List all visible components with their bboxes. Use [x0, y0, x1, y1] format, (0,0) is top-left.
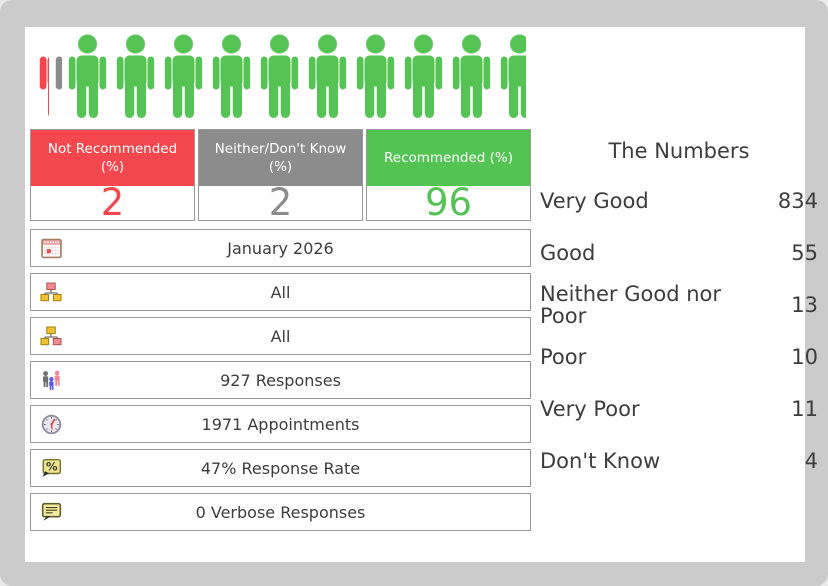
org-chart-yellow-top-icon — [40, 325, 62, 347]
percent-icon: % — [40, 457, 62, 479]
group-filter-row[interactable]: All — [30, 273, 531, 311]
person-icon — [356, 34, 395, 118]
period-filter-row[interactable]: January 2026 — [30, 229, 531, 267]
verbose-responses-row[interactable]: 0 Verbose Responses — [30, 493, 531, 531]
recommended-box: Recommended (%) 96 — [366, 129, 531, 221]
numbers-row-label: Very Good — [540, 188, 649, 213]
response-rate-value: 47% Response Rate — [200, 458, 361, 478]
numbers-row-label: Poor — [540, 344, 587, 369]
person-icon — [164, 34, 203, 118]
neither-value: 2 — [268, 181, 293, 224]
numbers-row-value: 4 — [804, 449, 818, 473]
not-recommended-label: Not Recommended (%) — [31, 130, 194, 186]
dashboard-panel: Not Recommended (%) 2 Neither/Don't Know… — [25, 27, 818, 562]
numbers-row-label: Good — [540, 240, 596, 265]
recommended-label: Recommended (%) — [367, 130, 530, 186]
numbers-row-value: 13 — [791, 293, 818, 317]
person-icon — [260, 34, 299, 118]
subgroup-filter-row[interactable]: All — [30, 317, 531, 355]
svg-text:%: % — [46, 459, 58, 473]
appointments-row[interactable]: 1971 Appointments — [30, 405, 531, 443]
people-icon — [40, 369, 62, 391]
numbers-row-value: 834 — [777, 189, 818, 213]
responses-row[interactable]: 927 Responses — [30, 361, 531, 399]
recommendation-pictograph — [36, 34, 526, 118]
period-value: January 2026 — [227, 238, 334, 258]
numbers-row-value: 10 — [791, 345, 818, 369]
numbers-row-very-good: Very Good 834 — [540, 175, 818, 227]
numbers-row-good: Good 55 — [540, 227, 818, 279]
group-filter-value: All — [270, 282, 291, 302]
person-icon — [308, 34, 347, 118]
comment-icon — [40, 501, 62, 523]
numbers-row-label: Very Poor — [540, 396, 640, 421]
person-icon — [500, 34, 526, 118]
subgroup-filter-value: All — [270, 326, 291, 346]
recommended-value: 96 — [424, 181, 473, 224]
person-icon — [68, 34, 107, 118]
appointments-value: 1971 Appointments — [201, 414, 360, 434]
neither-box: Neither/Don't Know (%) 2 — [198, 129, 363, 221]
person-icon — [404, 34, 443, 118]
numbers-row-value: 11 — [791, 397, 818, 421]
person-icon — [452, 34, 491, 118]
person-icon — [212, 34, 251, 118]
neither-figure-sliver — [52, 34, 62, 118]
numbers-row-value: 55 — [791, 241, 818, 265]
numbers-row-neither: Neither Good nor Poor 13 — [540, 279, 818, 331]
numbers-panel-title: The Numbers — [608, 139, 750, 163]
responses-value: 927 Responses — [220, 370, 341, 390]
org-chart-red-top-icon — [40, 281, 62, 303]
numbers-row-label: Don't Know — [540, 448, 661, 473]
verbose-responses-value: 0 Verbose Responses — [195, 502, 366, 522]
calendar-icon — [40, 237, 62, 259]
numbers-row-label: Neither Good nor Poor — [540, 281, 722, 328]
numbers-panel: The Numbers Very Good 834 Good 55 Neithe… — [540, 139, 818, 487]
not-recommended-figure-sliver — [36, 34, 49, 118]
clock-icon — [40, 413, 62, 435]
neither-label: Neither/Don't Know (%) — [199, 130, 362, 186]
info-rows: January 2026 All — [30, 229, 531, 531]
results-column: Not Recommended (%) 2 Neither/Don't Know… — [30, 34, 531, 537]
numbers-row-very-poor: Very Poor 11 — [540, 383, 818, 435]
summary-boxes: Not Recommended (%) 2 Neither/Don't Know… — [30, 129, 531, 221]
not-recommended-value: 2 — [100, 181, 125, 224]
numbers-row-poor: Poor 10 — [540, 331, 818, 383]
not-recommended-box: Not Recommended (%) 2 — [30, 129, 195, 221]
numbers-row-dont-know: Don't Know 4 — [540, 435, 818, 487]
person-icon — [116, 34, 155, 118]
response-rate-row[interactable]: % 47% Response Rate — [30, 449, 531, 487]
